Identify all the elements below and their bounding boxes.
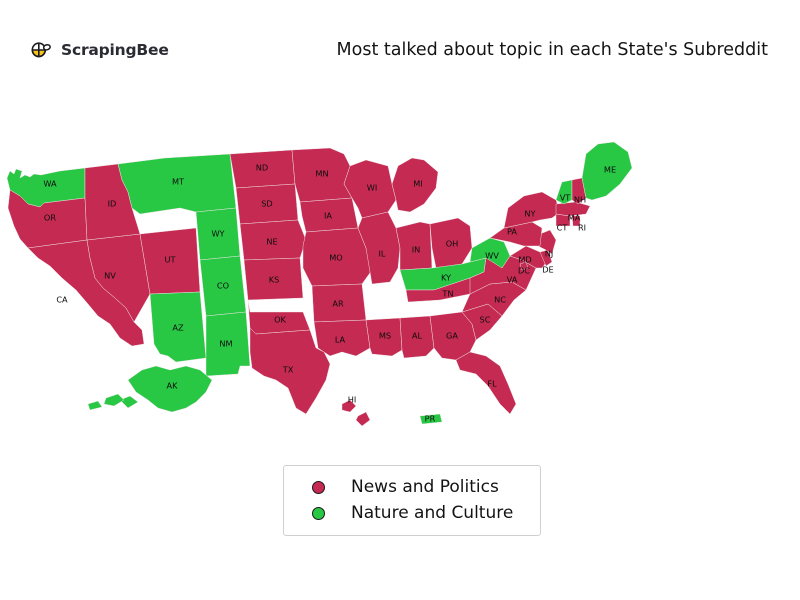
state-label-nd: ND bbox=[256, 163, 268, 173]
state-label-ne: NE bbox=[266, 237, 277, 247]
state-label-ks: KS bbox=[269, 275, 280, 285]
state-label-az: AZ bbox=[172, 323, 184, 333]
state-va[interactable] bbox=[469, 255, 537, 295]
aleutian-island-2 bbox=[87, 400, 103, 411]
state-ri[interactable] bbox=[571, 215, 581, 227]
state-label-wy: WY bbox=[211, 229, 225, 239]
legend-item-news-and-politics[interactable]: News and Politics bbox=[294, 474, 530, 500]
legend: News and Politics Nature and Culture bbox=[283, 465, 541, 536]
brand-logo: ScrapingBee bbox=[28, 38, 169, 62]
state-label-oh: OH bbox=[446, 239, 459, 249]
state-oh[interactable] bbox=[429, 217, 473, 269]
state-label-ct: CT bbox=[557, 223, 569, 233]
state-az[interactable] bbox=[149, 291, 207, 363]
state-dc[interactable] bbox=[519, 261, 529, 271]
state-label-ky: KY bbox=[441, 273, 452, 283]
state-label-mi: MI bbox=[413, 179, 422, 189]
state-label-sc: SC bbox=[480, 315, 491, 325]
brand-name: ScrapingBee bbox=[61, 41, 169, 59]
state-label-ar: AR bbox=[332, 299, 344, 309]
state-me[interactable] bbox=[581, 141, 633, 201]
state-label-or: OR bbox=[44, 213, 56, 223]
state-ak[interactable] bbox=[103, 365, 213, 413]
legend-swatch-nature-and-culture bbox=[312, 506, 325, 520]
state-label-ms: MS bbox=[379, 331, 391, 341]
state-hi[interactable] bbox=[341, 399, 371, 427]
state-label-va: VA bbox=[507, 275, 518, 285]
state-ks[interactable] bbox=[243, 257, 304, 301]
aleutian-island-1 bbox=[119, 395, 139, 409]
state-pr[interactable] bbox=[419, 413, 443, 425]
bee-logo-icon bbox=[31, 42, 51, 58]
state-label-fl: FL bbox=[487, 379, 497, 389]
state-label-dc: DC bbox=[518, 266, 530, 276]
choropleth-map: WA OR CA NV ID UT AZ MT WY CO NM ND SD NE KS OK TX MN IA MO… bbox=[0, 108, 800, 458]
state-label-in: IN bbox=[412, 245, 421, 255]
state-tx[interactable] bbox=[249, 327, 331, 415]
state-label-hi: HI bbox=[348, 395, 357, 405]
state-label-me: ME bbox=[604, 165, 616, 175]
state-label-wv: WV bbox=[485, 251, 499, 261]
state-label-nv: NV bbox=[104, 271, 116, 281]
state-label-wa: WA bbox=[43, 179, 57, 189]
state-label-nh: NH bbox=[574, 195, 586, 205]
state-label-ak: AK bbox=[167, 381, 179, 391]
page-title: Most talked about topic in each State's … bbox=[336, 40, 768, 60]
state-label-nm: NM bbox=[219, 339, 232, 349]
legend-label-news-and-politics: News and Politics bbox=[351, 477, 499, 497]
state-label-ga: GA bbox=[446, 331, 458, 341]
state-label-ma: MA bbox=[568, 213, 581, 223]
legend-swatch-news-and-politics bbox=[312, 480, 325, 494]
state-label-ca: CA bbox=[56, 295, 68, 305]
state-label-sd: SD bbox=[261, 199, 273, 209]
state-label-al: AL bbox=[412, 331, 423, 341]
us-states-map: WA OR CA NV ID UT AZ MT WY CO NM ND SD NE KS OK TX MN IA MO… bbox=[6, 141, 633, 427]
state-fl[interactable] bbox=[455, 351, 517, 415]
state-label-mt: MT bbox=[172, 177, 185, 187]
state-label-de: DE bbox=[542, 265, 553, 275]
state-label-ok: OK bbox=[274, 315, 286, 325]
legend-label-nature-and-culture: Nature and Culture bbox=[351, 503, 514, 523]
state-label-md: MD bbox=[518, 255, 531, 265]
state-label-ut: UT bbox=[165, 255, 177, 265]
state-de[interactable] bbox=[539, 249, 553, 267]
state-label-ny: NY bbox=[524, 209, 536, 219]
state-label-pa: PA bbox=[507, 227, 517, 237]
state-label-ia: IA bbox=[324, 211, 332, 221]
state-label-mn: MN bbox=[315, 169, 328, 179]
state-label-la: LA bbox=[335, 335, 346, 345]
state-label-ri: RI bbox=[578, 223, 586, 233]
state-label-tn: TN bbox=[441, 289, 453, 299]
state-label-nc: NC bbox=[494, 295, 506, 305]
state-il[interactable] bbox=[357, 211, 401, 285]
state-label-wi: WI bbox=[367, 183, 378, 193]
state-label-pr: PR bbox=[425, 414, 436, 424]
state-nh[interactable] bbox=[571, 177, 587, 205]
state-label-co: CO bbox=[217, 281, 229, 291]
state-label-nj: NJ bbox=[545, 249, 554, 259]
state-mi[interactable] bbox=[391, 157, 439, 213]
state-label-vt: VT bbox=[560, 193, 572, 203]
state-label-mo: MO bbox=[329, 253, 343, 263]
state-mt[interactable] bbox=[117, 153, 237, 215]
state-label-il: IL bbox=[379, 249, 386, 259]
legend-item-nature-and-culture[interactable]: Nature and Culture bbox=[294, 500, 530, 526]
state-label-id: ID bbox=[108, 199, 117, 209]
state-label-tx: TX bbox=[282, 365, 294, 375]
